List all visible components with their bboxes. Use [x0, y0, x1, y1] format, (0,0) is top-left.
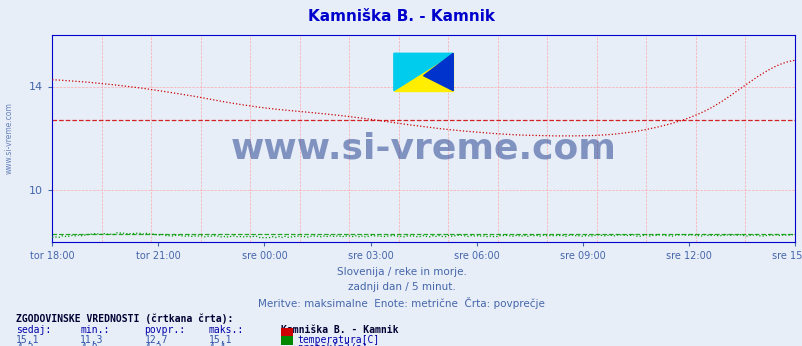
Text: 4,0: 4,0 — [80, 343, 98, 346]
Text: 4,4: 4,4 — [209, 343, 226, 346]
Text: ZGODOVINSKE VREDNOSTI (črtkana črta):: ZGODOVINSKE VREDNOSTI (črtkana črta): — [16, 313, 233, 324]
Text: sedaj:: sedaj: — [16, 325, 51, 335]
Text: 12,7: 12,7 — [144, 335, 168, 345]
Text: pretok[m3/s]: pretok[m3/s] — [297, 343, 367, 346]
Polygon shape — [423, 53, 452, 91]
Text: Slovenija / reke in morje.: Slovenija / reke in morje. — [336, 267, 466, 277]
Text: www.si-vreme.com: www.si-vreme.com — [230, 132, 616, 166]
Text: Kamniška B. - Kamnik: Kamniška B. - Kamnik — [308, 9, 494, 24]
Text: www.si-vreme.com: www.si-vreme.com — [5, 102, 14, 174]
Text: Kamniška B. - Kamnik: Kamniška B. - Kamnik — [281, 325, 398, 335]
Text: maks.:: maks.: — [209, 325, 244, 335]
Text: min.:: min.: — [80, 325, 110, 335]
Polygon shape — [394, 53, 452, 91]
Text: 4,2: 4,2 — [16, 343, 34, 346]
Text: 11,3: 11,3 — [80, 335, 103, 345]
Text: 4,2: 4,2 — [144, 343, 162, 346]
Text: 15,1: 15,1 — [16, 335, 39, 345]
Text: 15,1: 15,1 — [209, 335, 232, 345]
Polygon shape — [394, 53, 452, 91]
Text: zadnji dan / 5 minut.: zadnji dan / 5 minut. — [347, 282, 455, 292]
Text: temperatura[C]: temperatura[C] — [297, 335, 379, 345]
Text: Meritve: maksimalne  Enote: metrične  Črta: povprečje: Meritve: maksimalne Enote: metrične Črta… — [257, 297, 545, 309]
Text: povpr.:: povpr.: — [144, 325, 185, 335]
